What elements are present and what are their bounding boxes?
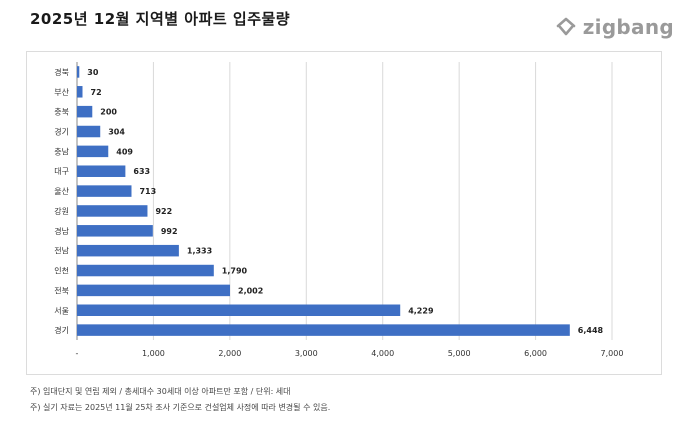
x-tick-label: 1,000 <box>142 349 165 358</box>
bar <box>77 165 126 177</box>
bar <box>77 304 401 316</box>
data-label: 2,002 <box>238 286 263 295</box>
bar <box>77 125 101 138</box>
bar <box>77 145 109 158</box>
zigbang-house-icon <box>556 17 576 36</box>
bar <box>77 66 80 78</box>
y-tick-label: 경남 <box>54 226 69 236</box>
bar <box>77 244 179 257</box>
y-tick-label: 경북 <box>54 67 69 77</box>
bar <box>77 284 231 297</box>
y-tick-label: 강원 <box>54 206 69 216</box>
data-label: 304 <box>108 128 125 137</box>
y-tick-label: 경기 <box>54 325 69 335</box>
bar <box>77 225 153 237</box>
y-tick-label: 부산 <box>54 87 69 97</box>
x-tick-label: 3,000 <box>295 349 318 358</box>
y-tick-label: 전북 <box>54 285 69 295</box>
data-label: 1,333 <box>187 247 212 256</box>
y-tick-label: 충남 <box>54 147 69 156</box>
footnote-2: 주) 실기 자료는 2025년 11월 25차 조사 기준으로 건설업체 사정에… <box>30 403 331 412</box>
y-tick-label: 인천 <box>54 266 69 276</box>
data-label: 922 <box>155 207 172 216</box>
bar <box>77 105 93 118</box>
data-label: 200 <box>100 108 117 117</box>
x-tick-label: 7,000 <box>601 349 624 358</box>
x-tick-label: 4,000 <box>371 349 394 358</box>
bar-chart: - 1,000 2,000 3,000 4,000 5,000 6,000 7,000 경북 30… <box>54 62 624 358</box>
y-tick-label: 울산 <box>54 186 69 196</box>
data-label: 713 <box>139 187 156 196</box>
data-label: 6,448 <box>578 326 604 335</box>
data-label: 4,229 <box>408 306 434 315</box>
y-tick-label: 서울 <box>54 306 69 315</box>
data-label: 1,790 <box>222 267 248 276</box>
x-tick-label: 6,000 <box>524 349 547 358</box>
y-tick-label: 대구 <box>54 167 69 176</box>
bar <box>77 264 214 277</box>
bar <box>77 324 570 336</box>
bar <box>77 86 83 98</box>
footnote-1: 주) 임대단지 및 연립 제외 / 총세대수 30세대 이상 아파트만 포함 /… <box>30 387 291 396</box>
page-title: 2025년 12월 지역별 아파트 입주물량 <box>30 10 291 28</box>
data-label: 992 <box>161 227 178 236</box>
chart-frame: - 1,000 2,000 3,000 4,000 5,000 6,000 7,000 경북 30… <box>26 51 662 375</box>
x-tick-label: 5,000 <box>448 349 471 358</box>
logo-text: zigbang <box>582 15 674 39</box>
y-tick-label: 경기 <box>54 127 69 137</box>
zigbang-logo: zigbang <box>555 15 674 39</box>
bar <box>77 205 148 217</box>
data-label: 72 <box>91 88 102 97</box>
y-tick-label: 전남 <box>54 246 69 256</box>
data-label: 409 <box>116 147 133 156</box>
y-tick-label: 충북 <box>54 108 69 117</box>
bar <box>77 185 132 197</box>
x-tick-label: 2,000 <box>218 349 241 358</box>
x-tick-label: - <box>76 349 79 358</box>
data-label: 633 <box>133 167 150 176</box>
data-label: 30 <box>87 68 99 77</box>
